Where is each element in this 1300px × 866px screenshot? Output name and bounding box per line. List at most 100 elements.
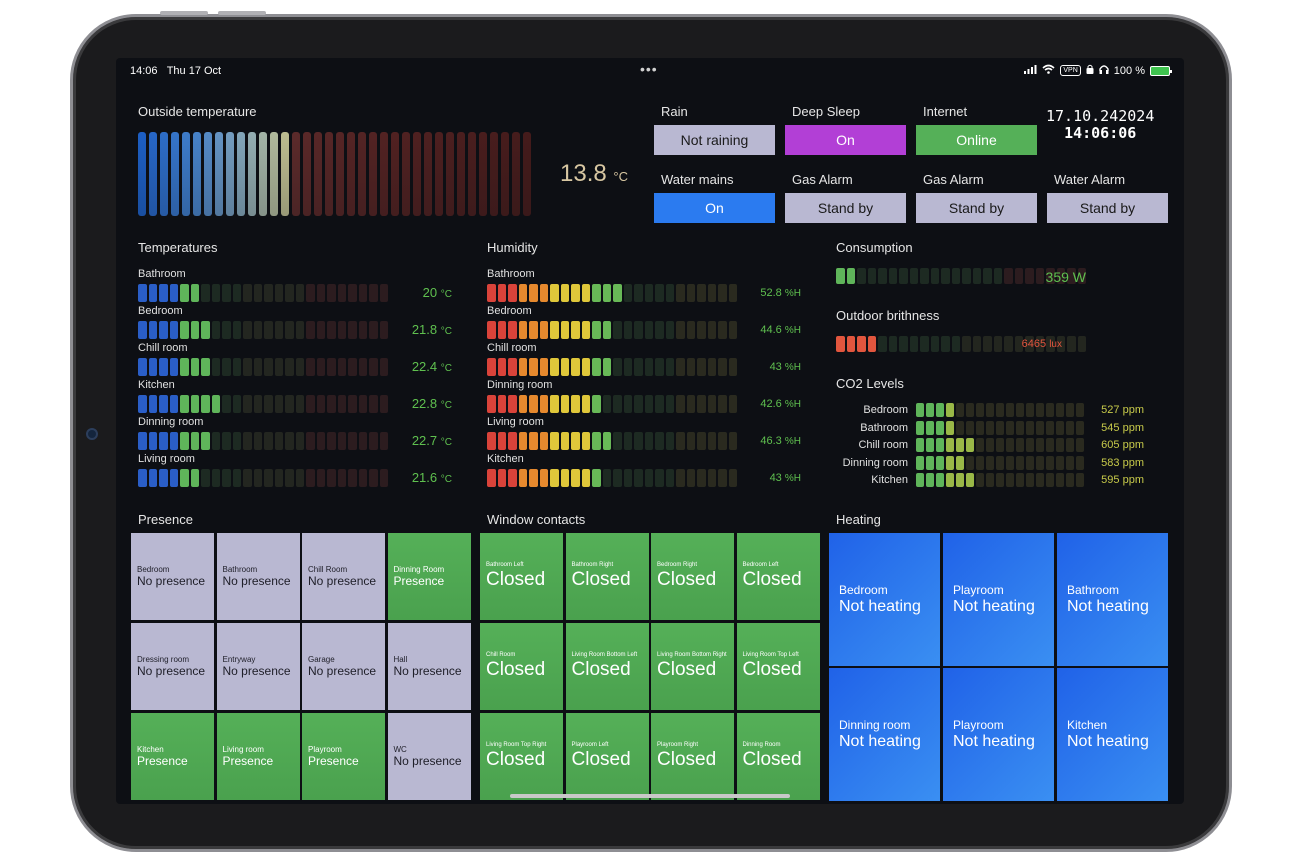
window-contact-tile[interactable]: Chill Room Closed (480, 623, 563, 710)
presence-tile[interactable]: Bathroom No presence (216, 533, 300, 620)
presence-tile[interactable]: Entryway No presence (216, 623, 300, 710)
meter-segment (592, 469, 601, 487)
meter-segment (1056, 336, 1065, 352)
meter-segment (867, 268, 876, 284)
window-contact-tile[interactable]: Playroom Right Closed (651, 713, 734, 800)
heating-tile[interactable]: Playroom Not heating (943, 533, 1054, 666)
meter-segment (327, 395, 336, 413)
meter-segment (707, 358, 716, 376)
meter-segment (1046, 455, 1054, 470)
scale-bar (160, 132, 168, 216)
status-button-water-mains[interactable]: On (654, 193, 775, 223)
status-button-gas-alarm[interactable]: Stand by (916, 193, 1037, 223)
presence-state: No presence (222, 664, 291, 678)
window-contact-tile[interactable]: Living Room Bottom Right Closed (651, 623, 734, 710)
window-contact-tile[interactable]: Playroom Left Closed (565, 713, 649, 800)
status-label: Rain (661, 104, 688, 119)
meter-segment (634, 358, 643, 376)
temperature-number: 22.4 (411, 359, 438, 374)
meter-segment (686, 284, 695, 302)
meter-segment (592, 395, 601, 413)
window-contact-tile[interactable]: Bedroom Right Closed (651, 533, 734, 620)
window-contact-tile[interactable]: Living Room Top Left Closed (736, 623, 820, 710)
heating-tile[interactable]: Bathroom Not heating (1057, 533, 1168, 666)
scale-bar (270, 132, 278, 216)
meter-segment (148, 432, 157, 450)
temperature-number: 21.6 (411, 470, 438, 485)
multitask-dots-icon[interactable]: ••• (640, 61, 658, 77)
scale-bar (292, 132, 300, 216)
meter-segment (1056, 455, 1064, 470)
meter-segment (728, 284, 737, 302)
meter-segment (274, 321, 283, 339)
status-button-internet[interactable]: Online (916, 125, 1037, 155)
home-indicator[interactable] (510, 794, 790, 798)
temperature-unit: °C (440, 289, 452, 300)
meter-segment (655, 284, 664, 302)
meter-segment (487, 284, 496, 302)
scale-bar (512, 132, 520, 216)
meter-segment (550, 321, 559, 339)
meter-segment (327, 432, 336, 450)
brightness-meter (836, 336, 1086, 352)
meter-segment (976, 438, 984, 452)
scale-bar (501, 132, 509, 216)
co2-unit: ppm (1122, 474, 1144, 486)
presence-tile[interactable]: Playroom Presence (302, 713, 385, 800)
status-label: Water mains (661, 172, 734, 187)
window-contact-tile[interactable]: Bathroom Right Closed (565, 533, 649, 620)
presence-tile[interactable]: Dinning Room Presence (387, 533, 471, 620)
presence-tile[interactable]: Chill Room No presence (302, 533, 385, 620)
headphones-icon (1099, 64, 1109, 77)
window-contact-tile[interactable]: Living Room Bottom Left Closed (565, 623, 649, 710)
meter-segment (379, 321, 388, 339)
meter-segment (508, 284, 517, 302)
heating-tile[interactable]: Kitchen Not heating (1057, 668, 1168, 801)
status-button-rain[interactable]: Not raining (654, 125, 775, 155)
presence-room: Garage (308, 655, 335, 664)
heating-state: Not heating (1067, 597, 1149, 615)
meter-segment (1056, 473, 1064, 487)
meter-segment (623, 284, 632, 302)
presence-tile[interactable]: Dressing room No presence (131, 623, 214, 710)
window-name: Dinning Room (742, 742, 781, 748)
status-label: Gas Alarm (923, 172, 984, 187)
window-contact-tile[interactable]: Living Room Top Right Closed (480, 713, 563, 800)
presence-tile[interactable]: WC No presence (387, 713, 471, 800)
heating-tile[interactable]: Playroom Not heating (943, 668, 1054, 801)
temperatures-title: Temperatures (138, 240, 218, 255)
meter-segment (508, 469, 517, 487)
brightness-value: 6465 lux (1021, 338, 1062, 350)
meter-segment (986, 473, 994, 487)
window-state: Closed (571, 749, 631, 770)
presence-tile[interactable]: Bedroom No presence (131, 533, 214, 620)
meter-segment (1066, 438, 1074, 452)
scale-bar (402, 132, 410, 216)
meter-segment (285, 284, 294, 302)
temperature-value: 21.8 °C (372, 322, 452, 337)
presence-tile[interactable]: Kitchen Presence (131, 713, 214, 800)
meter-segment (1016, 455, 1024, 470)
status-button-gas-alarm[interactable]: Stand by (785, 193, 906, 223)
status-button-water-alarm[interactable]: Stand by (1047, 193, 1168, 223)
presence-tile[interactable]: Garage No presence (302, 623, 385, 710)
humidity-value: 52.8 %H (721, 287, 801, 299)
window-contact-tile[interactable]: Dinning Room Closed (736, 713, 820, 800)
heating-tile[interactable]: Dinning room Not heating (829, 668, 940, 801)
presence-tile[interactable]: Living room Presence (216, 713, 300, 800)
status-button-deep-sleep[interactable]: On (785, 125, 906, 155)
meter-segment (846, 268, 855, 284)
meter-segment (201, 284, 210, 302)
meter-segment (264, 432, 273, 450)
meter-segment (996, 455, 1004, 470)
scale-bar (391, 132, 399, 216)
humidity-number: 43 (769, 472, 782, 484)
window-contact-tile[interactable]: Bathroom Left Closed (480, 533, 563, 620)
presence-tile[interactable]: Hall No presence (387, 623, 471, 710)
meter-segment (222, 469, 231, 487)
meter-segment (986, 403, 994, 417)
window-contact-tile[interactable]: Bedroom Left Closed (736, 533, 820, 620)
meter-segment (581, 284, 590, 302)
heating-tile[interactable]: Bedroom Not heating (829, 533, 940, 666)
meter-segment (686, 358, 695, 376)
